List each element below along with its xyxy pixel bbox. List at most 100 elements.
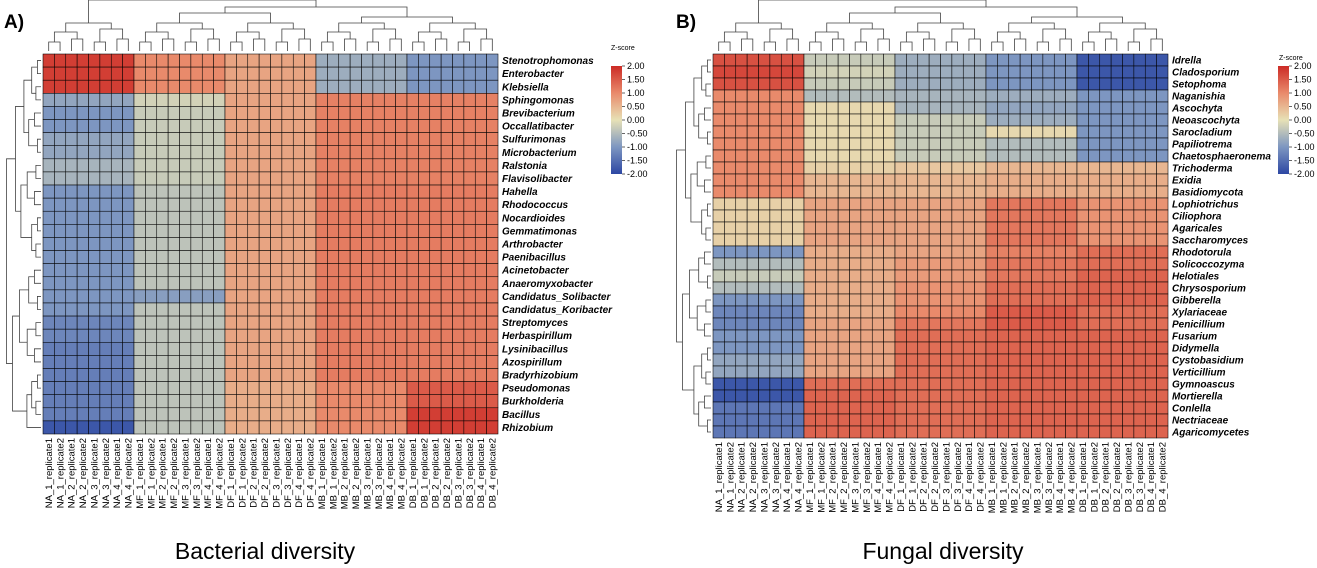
heatmap-cell <box>110 53 123 68</box>
heatmap-cell <box>1110 197 1123 211</box>
heatmap-cell <box>962 185 975 199</box>
heatmap-cell <box>962 413 975 427</box>
heatmap-cell <box>940 209 953 223</box>
heatmap-cell <box>42 119 55 133</box>
column-label: NA_1_replicate1 <box>714 442 725 512</box>
heatmap-cell <box>724 137 737 151</box>
heatmap-cell <box>372 79 385 94</box>
heatmap-cell <box>735 365 748 379</box>
heatmap-cell <box>179 158 192 173</box>
heatmap-cell <box>803 137 816 151</box>
heatmap-cell <box>735 113 748 127</box>
heatmap-cell <box>1156 425 1169 439</box>
heatmap-cell <box>110 158 123 173</box>
heatmap-cell <box>361 407 374 422</box>
heatmap-cell <box>985 425 998 439</box>
heatmap-cell <box>906 281 919 295</box>
heatmap-cell <box>167 197 180 212</box>
heatmap-cell <box>997 365 1010 379</box>
heatmap-cell <box>315 66 328 81</box>
heatmap-cell <box>440 302 453 317</box>
heatmap-cell <box>769 125 782 139</box>
panel-b-column-labels: NA_1_replicate1 NA_1_replicate2 NA_2_repli… <box>714 442 1169 513</box>
heatmap-cell <box>236 119 249 133</box>
heatmap-cell <box>962 125 975 139</box>
heatmap-cell <box>974 209 987 223</box>
heatmap-cell <box>849 233 862 247</box>
heatmap-cell <box>338 224 351 238</box>
heatmap-cell <box>65 263 78 278</box>
heatmap-cell <box>985 341 998 355</box>
heatmap-cell <box>1019 425 1032 439</box>
heatmap-cell <box>133 197 146 212</box>
heatmap-cell <box>1042 365 1055 379</box>
row-label: Penicillium <box>1172 320 1225 331</box>
heatmap-cell <box>712 197 725 211</box>
heatmap-cell <box>258 237 271 251</box>
heatmap-cell <box>463 106 476 120</box>
dendrogram-branch <box>361 16 453 23</box>
heatmap-cell <box>281 66 294 81</box>
heatmap-cell <box>815 221 828 235</box>
column-label: NA_2_replicate1 <box>737 442 748 512</box>
heatmap-cell <box>54 368 67 382</box>
heatmap-cell <box>1042 317 1055 331</box>
heatmap-cell <box>1133 77 1146 91</box>
column-label: MF_1_replicate1 <box>135 438 146 509</box>
heatmap-cell <box>429 420 442 435</box>
heatmap-cell <box>1156 293 1169 307</box>
heatmap-cell <box>1144 365 1157 379</box>
heatmap-cell <box>815 173 828 187</box>
heatmap-cell <box>837 137 850 151</box>
heatmap-cell <box>224 328 237 343</box>
heatmap-cell <box>338 302 351 317</box>
heatmap-cell <box>474 368 487 382</box>
heatmap-cell <box>315 158 328 173</box>
heatmap-cell <box>1065 317 1078 331</box>
heatmap-cell <box>315 79 328 94</box>
heatmap-cell <box>281 119 294 133</box>
heatmap-cell <box>213 119 226 133</box>
heatmap-cell <box>304 276 317 291</box>
heatmap-cell <box>304 197 317 212</box>
heatmap-cell <box>883 425 896 439</box>
heatmap-cell <box>1019 125 1032 139</box>
heatmap-cell <box>156 368 169 382</box>
row-label: Pseudomonas <box>502 384 571 395</box>
heatmap-cell <box>746 317 759 331</box>
heatmap-cell <box>99 250 112 264</box>
heatmap-cell <box>974 305 987 319</box>
heatmap-cell <box>372 93 385 107</box>
heatmap-cell <box>418 66 431 81</box>
dendrogram-branch <box>71 38 84 51</box>
heatmap-cell <box>871 389 884 403</box>
heatmap-cell <box>292 302 305 317</box>
heatmap-cell <box>792 113 805 127</box>
heatmap-cell <box>735 65 748 79</box>
column-label: DF_4_replicate1 <box>294 438 305 508</box>
heatmap-cell <box>724 413 737 427</box>
heatmap-cell <box>292 289 305 304</box>
heatmap-cell <box>815 233 828 247</box>
heatmap-cell <box>1088 65 1101 79</box>
heatmap-cell <box>327 106 340 120</box>
colorbar-tick-label: -0.50 <box>627 129 648 139</box>
heatmap-cell <box>1008 113 1021 127</box>
heatmap-cell <box>224 302 237 317</box>
heatmap-cell <box>281 381 294 395</box>
heatmap-cell <box>860 161 873 175</box>
heatmap-cell <box>452 53 465 68</box>
heatmap-cell <box>1008 293 1021 307</box>
row-label: Basidiomycota <box>1172 188 1244 199</box>
heatmap-cell <box>281 407 294 422</box>
heatmap-cell <box>440 184 453 199</box>
heatmap-cell <box>906 401 919 415</box>
heatmap-cell <box>474 381 487 395</box>
heatmap-cell <box>88 132 101 146</box>
heatmap-cell <box>270 355 283 369</box>
heatmap-cell <box>962 317 975 331</box>
heatmap-cell <box>735 197 748 211</box>
heatmap-cell <box>349 197 362 212</box>
heatmap-cell <box>1065 257 1078 271</box>
heatmap-cell <box>99 289 112 304</box>
